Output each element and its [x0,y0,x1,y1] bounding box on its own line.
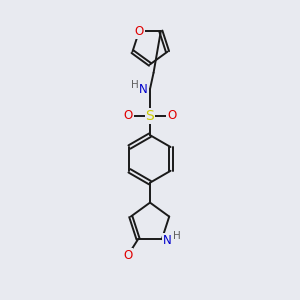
Text: S: S [146,109,154,123]
Text: N: N [139,82,148,96]
Text: N: N [163,234,172,247]
Text: O: O [124,109,133,122]
Text: O: O [167,109,176,122]
Text: O: O [134,25,144,38]
Text: H: H [173,231,181,241]
Text: H: H [131,80,138,90]
Text: O: O [123,249,132,262]
